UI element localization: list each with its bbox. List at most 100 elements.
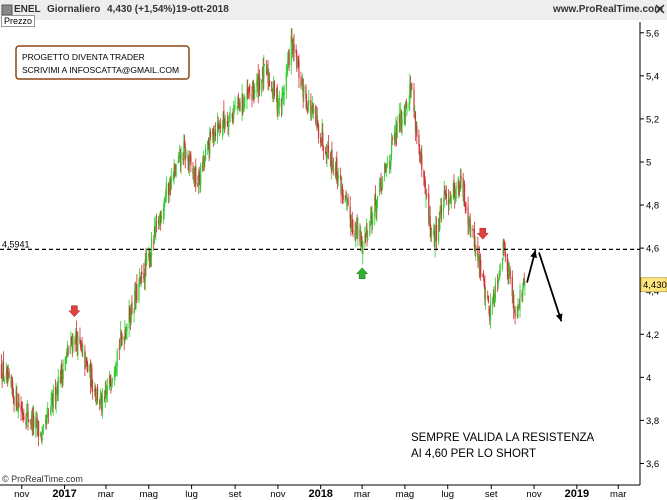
candle-body: [340, 178, 342, 194]
candle-body: [320, 139, 323, 141]
candle-body: [36, 417, 38, 429]
candle-body: [125, 331, 127, 334]
candle-body: [281, 93, 283, 106]
candle-body: [523, 278, 525, 285]
candle-body: [473, 229, 475, 248]
candle-body: [150, 256, 152, 257]
candle-body: [221, 124, 224, 132]
candle-body: [406, 108, 408, 111]
candle-body: [57, 376, 59, 397]
candle-body: [374, 197, 376, 217]
candle-body: [99, 396, 101, 407]
candle-body: [365, 227, 367, 232]
candle-body: [405, 103, 407, 119]
candle-body: [21, 409, 23, 410]
candle-body: [425, 195, 427, 198]
candle-body: [237, 98, 240, 105]
candle-body: [322, 146, 325, 150]
candle-body: [70, 337, 72, 346]
candle-body: [212, 128, 214, 135]
candle-body: [23, 416, 25, 420]
candle-body: [306, 101, 308, 107]
candle-body: [145, 258, 147, 267]
candle-body: [262, 66, 264, 82]
candle-body: [0, 364, 3, 379]
candle-body: [398, 113, 400, 124]
candle-body: [394, 135, 396, 141]
candle-body: [453, 182, 455, 192]
candle-body: [18, 403, 20, 407]
candle-body: [182, 152, 184, 161]
candle-body: [472, 228, 474, 231]
candle-body: [271, 92, 273, 94]
candle-body: [280, 98, 283, 108]
candle-body: [159, 215, 161, 220]
candle-body: [347, 197, 349, 205]
candle-body: [28, 420, 30, 422]
candle-body: [94, 388, 96, 393]
site-label: www.ProRealTime.com: [553, 4, 664, 15]
candle-body: [499, 273, 501, 279]
x-tick-label: 2019: [565, 488, 589, 500]
candle-body: [150, 238, 153, 257]
candle-body: [288, 51, 290, 66]
candle-body: [139, 277, 141, 282]
candle-body: [492, 294, 494, 296]
candle-body: [312, 105, 314, 113]
candle-body: [301, 82, 303, 84]
x-tick-label: set: [485, 489, 498, 500]
candle-body: [254, 89, 256, 94]
candle-body: [361, 240, 363, 252]
candle-body: [56, 386, 59, 394]
candle-body: [423, 171, 425, 178]
candle-body: [75, 330, 78, 341]
candle-body: [459, 174, 461, 191]
candle-body: [45, 420, 47, 424]
candle-body: [130, 304, 132, 321]
candle-body: [188, 155, 191, 167]
y-tick-label: 4,4: [646, 287, 659, 298]
candle-body: [64, 358, 66, 371]
candle-body: [467, 207, 469, 225]
candle-body: [332, 164, 334, 168]
candle-body: [341, 186, 344, 197]
candle-body: [134, 290, 137, 300]
candle-body: [327, 144, 329, 158]
candle-body: [345, 195, 347, 199]
close-icon[interactable]: [655, 3, 665, 18]
candle-body: [433, 232, 435, 247]
candle-body: [1, 381, 3, 383]
candle-body: [51, 395, 53, 400]
candle-body: [395, 128, 398, 138]
candle-body: [31, 417, 33, 429]
candle-body: [52, 390, 54, 408]
y-tick-label: 4: [646, 373, 651, 384]
chart-header-bar: ENEL Giornaliero 4,430 (+1,54%) 19-ott-2…: [0, 0, 667, 20]
candle-body: [418, 135, 420, 147]
candle-body: [362, 241, 364, 254]
y-tick-label: 3,8: [646, 416, 659, 427]
candle-body: [95, 397, 97, 398]
candle-body: [222, 112, 224, 126]
candle-body: [496, 281, 499, 284]
candle-body: [355, 225, 358, 232]
candle-body: [256, 76, 259, 82]
candle-body: [256, 80, 258, 87]
candle-body: [180, 152, 182, 166]
candle-body: [239, 102, 241, 111]
candle-body: [462, 177, 464, 197]
candle-body: [226, 120, 228, 125]
candle-body: [376, 199, 378, 212]
candle-body: [8, 372, 10, 378]
candle-body: [214, 131, 217, 137]
candle-body: [308, 100, 310, 106]
candle-body: [167, 183, 170, 195]
candle-body: [94, 388, 97, 396]
candle-body: [134, 290, 136, 310]
candle-body: [507, 268, 509, 278]
candle-body: [350, 219, 352, 229]
candle-body: [522, 278, 525, 288]
candle-body: [232, 117, 234, 119]
candle-body: [42, 429, 44, 433]
